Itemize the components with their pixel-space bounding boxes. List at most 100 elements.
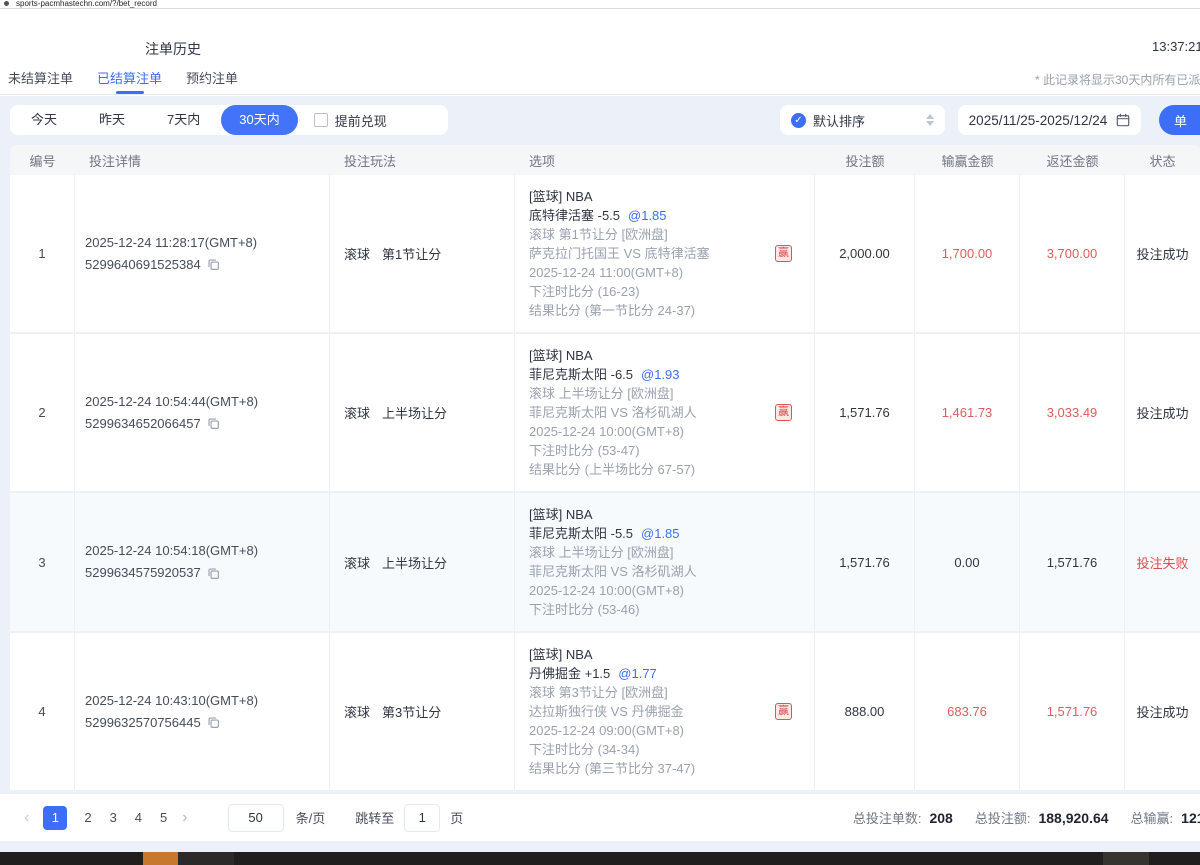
page-button-1[interactable]: 1 [43, 805, 68, 830]
play-type: 滚球 [344, 705, 371, 720]
play-name: 上半场让分 [382, 555, 448, 571]
table-row: 3 2025-12-24 10:54:18(GMT+8) 52996345759… [10, 493, 1200, 633]
filter-yesterday-button[interactable]: 昨天 [99, 112, 126, 127]
play-type-cell: 滚球 第3节让分 [330, 633, 515, 790]
copy-icon[interactable] [207, 716, 220, 729]
row-number: 4 [10, 633, 75, 790]
col-header-status: 状态 [1149, 153, 1176, 169]
payout-amount: 1,571.76 [1020, 493, 1125, 631]
taskbar-orange-segment [143, 852, 178, 865]
next-page-button[interactable]: › [182, 808, 188, 826]
date-range-picker[interactable]: 2025/11/25-2025/12/24 [958, 105, 1141, 135]
page-header: 注单历史 13:37:21 (GMT+8) [0, 9, 1200, 60]
status-badge: 投注失败 [1136, 555, 1189, 571]
summary-totals: 总投注单数: 208 总投注额: 188,920.64 总输赢: 1210.8 [831, 808, 1200, 827]
table-row: 1 2025-12-24 11:28:17(GMT+8) 52996406915… [10, 175, 1200, 334]
page-button-2[interactable]: 2 [84, 810, 92, 825]
bet-history-table: 编号 投注详情 投注玩法 选项 投注额 输赢金额 返还金额 状态 1 2025-… [10, 145, 1200, 792]
bet-time: 2025-12-24 10:54:44(GMT+8) [85, 393, 259, 409]
total-stake-value: 188,920.64 [1038, 809, 1109, 826]
page-size-input[interactable] [227, 803, 284, 832]
total-stake-label: 总投注额: [974, 811, 1031, 826]
calendar-icon [1116, 113, 1130, 127]
bet-detail-cell: 2025-12-24 10:54:18(GMT+8) 5299634575920… [75, 493, 330, 631]
prev-page-button[interactable]: ‹ [24, 808, 30, 826]
bet-score: 下注时比分 (53-47) [529, 443, 640, 458]
taskbar-light-segment [1103, 852, 1149, 865]
play-type: 滚球 [344, 406, 371, 421]
pick: 底特律活塞 -5.5 [529, 208, 621, 223]
early-cashout-checkbox-group[interactable]: 提前兑现 [313, 111, 387, 130]
copy-icon[interactable] [207, 417, 220, 430]
col-header-option: 选项 [529, 153, 556, 169]
league: [篮球] NBA [529, 507, 593, 522]
final-score: 结果比分 (第一节比分 24-37) [529, 303, 696, 318]
play-type: 滚球 [344, 247, 371, 262]
play-name: 第3节让分 [382, 705, 442, 720]
play-type-cell: 滚球 上半场让分 [330, 493, 515, 631]
filter-today-button[interactable]: 今天 [31, 112, 58, 127]
tab-reserved[interactable]: 预约注单 [186, 70, 239, 86]
payout-amount: 3,700.00 [1020, 175, 1125, 332]
server-clock: 13:37:21 (GMT+8) [1152, 39, 1200, 54]
market: 滚球 第1节让分 [欧洲盘] [529, 227, 668, 242]
page-button-4[interactable]: 4 [134, 810, 143, 825]
market: 滚球 上半场让分 [欧洲盘] [529, 545, 674, 560]
date-range-value: 2025/11/25-2025/12/24 [968, 112, 1108, 128]
order-id: 5299634652066457 [85, 415, 201, 431]
total-winloss-value: 1210.8 [1181, 809, 1200, 826]
league: [篮球] NBA [529, 348, 593, 363]
table-header: 编号 投注详情 投注玩法 选项 投注额 输赢金额 返还金额 状态 [10, 145, 1200, 175]
page-button-3[interactable]: 3 [109, 810, 117, 825]
total-winloss-label: 总输赢: [1130, 811, 1174, 826]
row-number: 1 [10, 175, 75, 332]
total-orders-value: 208 [929, 809, 953, 826]
filter-7days-button[interactable]: 7天内 [167, 112, 201, 127]
page-title: 注单历史 [145, 41, 201, 57]
option-cell: [篮球] NBA 底特律活塞 -5.5 @1.85 滚球 第1节让分 [欧洲盘] … [515, 175, 815, 332]
market: 滚球 上半场让分 [欧洲盘] [529, 386, 674, 401]
copy-icon[interactable] [207, 567, 220, 580]
winloss-amount: 1,461.73 [915, 334, 1020, 491]
match-teams: 菲尼克斯太阳 VS 洛杉矶湖人 [529, 405, 697, 420]
match-time: 2025-12-24 11:00(GMT+8) [529, 265, 684, 280]
page-button-5[interactable]: 5 [160, 810, 168, 825]
bet-score: 下注时比分 (16-23) [529, 284, 640, 299]
market: 滚球 第3节让分 [欧洲盘] [529, 685, 668, 700]
query-button[interactable]: 单 [1159, 105, 1200, 135]
odds: @1.77 [618, 666, 657, 681]
match-time: 2025-12-24 10:00(GMT+8) [529, 424, 685, 439]
filter-30days-button[interactable]: 30天内 [221, 105, 298, 135]
early-cashout-checkbox[interactable] [313, 113, 328, 127]
winloss-amount: 1,700.00 [915, 175, 1020, 332]
copy-icon[interactable] [207, 258, 220, 271]
match-time: 2025-12-24 10:00(GMT+8) [529, 583, 685, 598]
browser-url-bar[interactable]: sports-pacmhastechn.com/?/bet_record [0, 0, 1200, 9]
winloss-amount: 683.76 [915, 633, 1020, 790]
page-size-unit: 条/页 [295, 811, 326, 826]
query-button-label: 单 [1174, 113, 1188, 129]
sort-select[interactable]: ✓ 默认排序 [780, 105, 945, 135]
pick: 菲尼克斯太阳 -6.5 [529, 367, 634, 382]
early-cashout-label: 提前兑现 [334, 113, 387, 129]
bet-time: 2025-12-24 10:54:18(GMT+8) [85, 543, 259, 558]
jump-page-input[interactable] [404, 803, 441, 832]
row-number: 2 [10, 334, 75, 491]
payout-amount: 3,033.49 [1020, 334, 1125, 491]
play-name: 第1节让分 [382, 247, 442, 262]
match-teams: 达拉斯独行侠 VS 丹佛掘金 [529, 704, 684, 719]
tab-settled[interactable]: 已结算注单 [97, 60, 162, 94]
url-text: sports-pacmhastechn.com/?/bet_record [16, 0, 157, 8]
stake-amount: 1,571.76 [815, 493, 915, 631]
table-footer: ‹ 1 2 3 4 5 › 条/页 跳转至 页 总投注单数: 208 总投注额:… [0, 794, 1200, 841]
taskbar [0, 852, 1200, 865]
status-badge: 投注成功 [1136, 247, 1189, 262]
stake-amount: 2,000.00 [815, 175, 915, 332]
record-notice: * 此记录将显示30天内所有已派彩的注单 [1035, 73, 1200, 87]
play-type-cell: 滚球 上半场让分 [330, 334, 515, 491]
tab-unsettled[interactable]: 未结算注单 [8, 70, 74, 86]
stake-amount: 1,571.76 [815, 334, 915, 491]
order-id: 5299640691525384 [85, 256, 201, 272]
taskbar-gray-segment [178, 852, 234, 865]
status-badge: 投注成功 [1136, 406, 1189, 421]
